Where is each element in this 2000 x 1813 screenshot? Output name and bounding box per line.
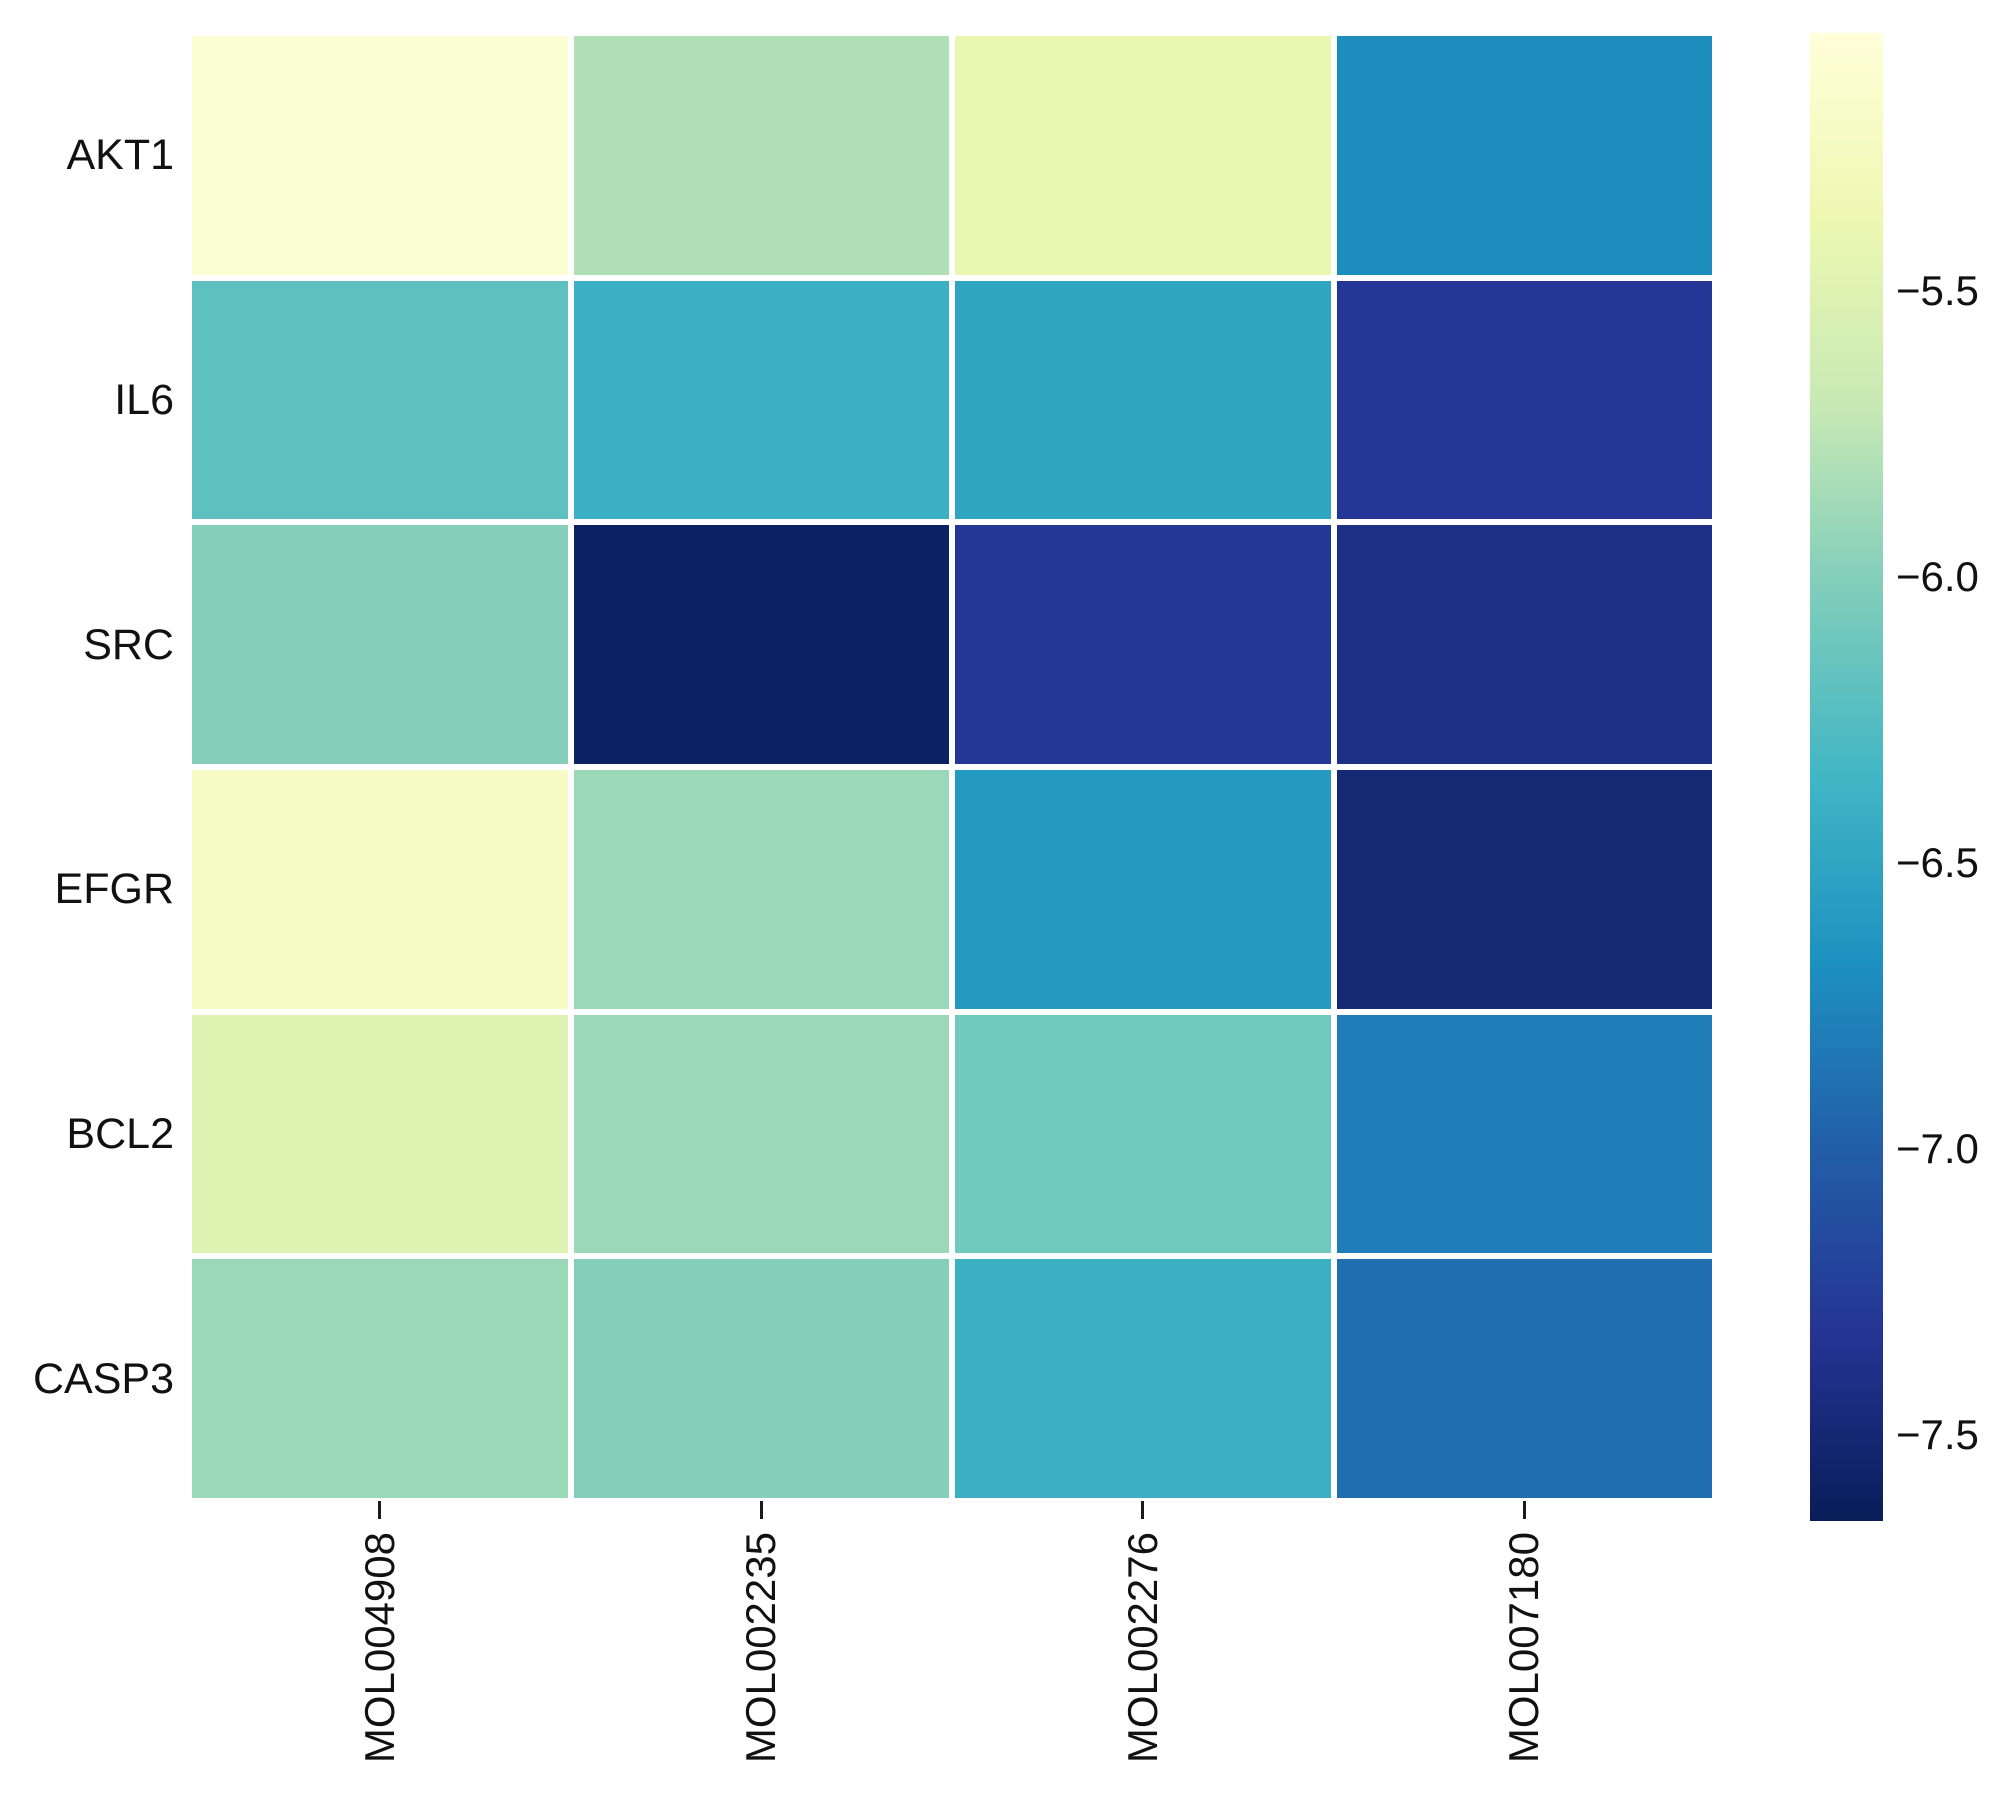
row-label-CASP3: CASP3 [32,1354,174,1403]
heatmap-cell-AKT1-MOL002235 [573,36,949,275]
x-tick-mark [1522,1501,1526,1519]
heatmap-cell-BCL2-MOL002276 [955,1014,1331,1254]
heatmap-cell-SRC-MOL004908 [192,525,568,764]
x-tick-mark [378,1501,382,1519]
column-label-MOL004908: MOL004908 [355,1532,403,1764]
column-label-MOL002235: MOL002235 [737,1532,785,1764]
heatmap-cell-IL6-MOL004908 [192,280,568,520]
heatmap-cell-BCL2-MOL002235 [573,1014,949,1254]
heatmap-cell-SRC-MOL002276 [955,525,1331,764]
heatmap-cell-SRC-MOL007180 [1336,525,1712,764]
heatmap-cell-SRC-MOL002235 [573,525,949,764]
heatmap-cell-IL6-MOL007180 [1336,280,1712,520]
heatmap-cell-BCL2-MOL007180 [1336,1014,1712,1254]
colorbar-gradient [1810,33,1883,1521]
heatmap-cell-AKT1-MOL004908 [192,36,568,275]
heatmap-cell-AKT1-MOL007180 [1336,36,1712,275]
x-tick-mark [1141,1501,1145,1519]
heatmap-cell-EFGR-MOL002276 [955,770,1331,1009]
row-label-BCL2: BCL2 [66,1110,174,1158]
colorbar-tick-label: −7.5 [1896,1411,1979,1459]
colorbar-tick-label: −7.0 [1896,1125,1979,1172]
heatmap-cell-EFGR-MOL007180 [1336,770,1712,1009]
heatmap-cell-CASP3-MOL002235 [573,1259,949,1498]
colorbar: −5.5 −6.0 −6.5 −7.0 −7.5 [1810,33,1979,1521]
column-label-MOL002276: MOL002276 [1118,1532,1166,1764]
heatmap-cell-CASP3-MOL002276 [955,1259,1331,1498]
heatmap-cell-CASP3-MOL007180 [1336,1259,1712,1498]
row-label-IL6: IL6 [114,376,174,424]
heatmap-cell-IL6-MOL002276 [955,280,1331,520]
heatmap-cell-BCL2-MOL004908 [192,1014,568,1254]
heatmap-cell-EFGR-MOL004908 [192,770,568,1009]
row-label-AKT1: AKT1 [66,131,174,180]
colorbar-tick-label: −6.5 [1896,838,1979,886]
heatmap-cell-CASP3-MOL004908 [192,1259,568,1498]
colorbar-tick-label: −6.0 [1896,552,1979,600]
heatmap-grid [192,36,1712,1498]
x-tick-mark [759,1501,763,1519]
row-label-SRC: SRC [83,620,174,669]
heatmap-cell-AKT1-MOL002276 [955,36,1331,275]
heatmap-cell-EFGR-MOL002235 [573,770,949,1009]
column-label-MOL007180: MOL007180 [1500,1532,1548,1764]
heatmap-cell-IL6-MOL002235 [573,280,949,520]
colorbar-tick-label: −5.5 [1896,266,1979,314]
row-label-EFGR: EFGR [54,865,174,914]
